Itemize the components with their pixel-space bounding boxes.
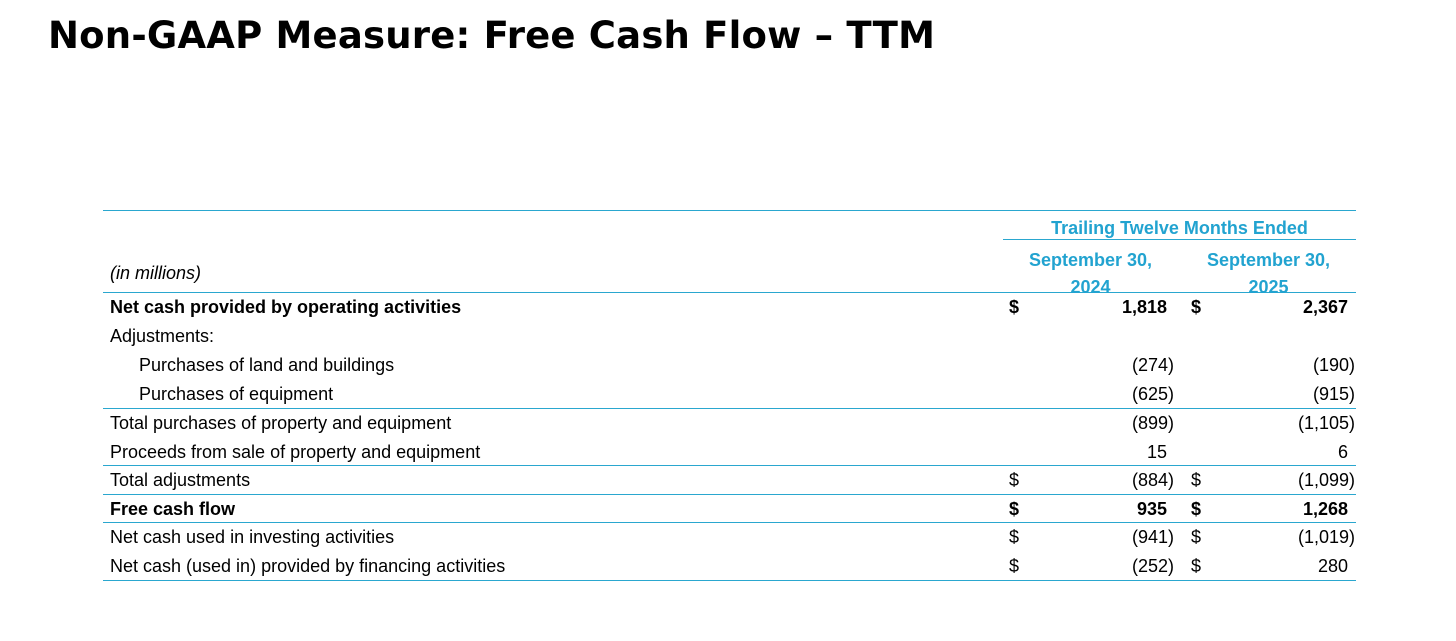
currency-symbol: $ [1009, 527, 1020, 547]
value-2025: (1,019) [1297, 527, 1355, 547]
value-2024: (625) [1131, 384, 1174, 404]
column-header-year: 2025 [1248, 277, 1289, 297]
column-header-2025: September 30, 2025 [1181, 247, 1356, 301]
value-2025: 6 [1337, 441, 1348, 462]
value-2025: 2,367 [1302, 297, 1348, 317]
period-header: Trailing Twelve Months Ended [1003, 218, 1356, 240]
table-header: (in millions) Trailing Twelve Months End… [103, 211, 1356, 297]
table-row-total-adjustments: Total adjustments $ (884) $ (1,099) [103, 466, 1356, 495]
value-2024: (274) [1131, 355, 1174, 375]
table-row-total-purchases: Total purchases of property and equipmen… [103, 409, 1356, 438]
table-row-proceeds: Proceeds from sale of property and equip… [103, 438, 1356, 466]
value-2025: (1,105) [1297, 412, 1355, 433]
currency-symbol: $ [1191, 556, 1202, 576]
page-title: Non-GAAP Measure: Free Cash Flow – TTM [48, 14, 936, 57]
currency-symbol: $ [1009, 297, 1020, 317]
table-row-operating-cash: Net cash provided by operating activitie… [103, 293, 1356, 322]
value-2024: 935 [1136, 498, 1167, 519]
currency-symbol: $ [1191, 470, 1202, 490]
row-label: Proceeds from sale of property and equip… [110, 441, 481, 462]
row-label: Purchases of equipment [139, 384, 334, 404]
units-label: (in millions) [110, 263, 202, 283]
table-row-investing: Net cash used in investing activities $ … [103, 523, 1356, 552]
row-label: Net cash used in investing activities [110, 527, 395, 547]
value-2025: (190) [1312, 355, 1355, 375]
table-row-equipment: Purchases of equipment (625) (915) [103, 380, 1356, 409]
row-label: Net cash (used in) provided by financing… [110, 556, 506, 576]
value-2025: (1,099) [1297, 470, 1355, 490]
table-row-land-buildings: Purchases of land and buildings (274) (1… [103, 351, 1356, 380]
currency-symbol: $ [1009, 556, 1020, 576]
value-2024: (252) [1131, 556, 1174, 576]
table-row-free-cash-flow: Free cash flow $ 935 $ 1,268 [103, 495, 1356, 523]
value-2024: 15 [1146, 441, 1167, 462]
row-label: Adjustments: [110, 326, 215, 346]
column-header-2024: September 30, 2024 [1003, 247, 1178, 301]
table-row-financing: Net cash (used in) provided by financing… [103, 552, 1356, 581]
currency-symbol: $ [1009, 470, 1020, 490]
column-header-year: 2024 [1070, 277, 1111, 297]
currency-symbol: $ [1191, 297, 1202, 317]
currency-symbol: $ [1191, 527, 1202, 547]
row-label: Purchases of land and buildings [139, 355, 395, 375]
row-label: Total adjustments [110, 470, 251, 490]
row-label: Free cash flow [110, 498, 236, 519]
value-2024: (884) [1131, 470, 1174, 490]
column-header-line: September 30, [1028, 250, 1153, 270]
currency-symbol: $ [1009, 498, 1020, 519]
free-cash-flow-table: (in millions) Trailing Twelve Months End… [103, 210, 1356, 581]
value-2025: 280 [1317, 556, 1348, 576]
row-label: Total purchases of property and equipmen… [110, 412, 452, 433]
row-label: Net cash provided by operating activitie… [110, 297, 462, 317]
value-2024: 1,818 [1121, 297, 1167, 317]
column-header-line: September 30, [1206, 250, 1331, 270]
value-2025: (915) [1312, 384, 1355, 404]
value-2024: (941) [1131, 527, 1174, 547]
currency-symbol: $ [1191, 498, 1202, 519]
table-row-adjustments: Adjustments: [103, 322, 1356, 351]
value-2025: 1,268 [1302, 498, 1348, 519]
value-2024: (899) [1131, 412, 1174, 433]
